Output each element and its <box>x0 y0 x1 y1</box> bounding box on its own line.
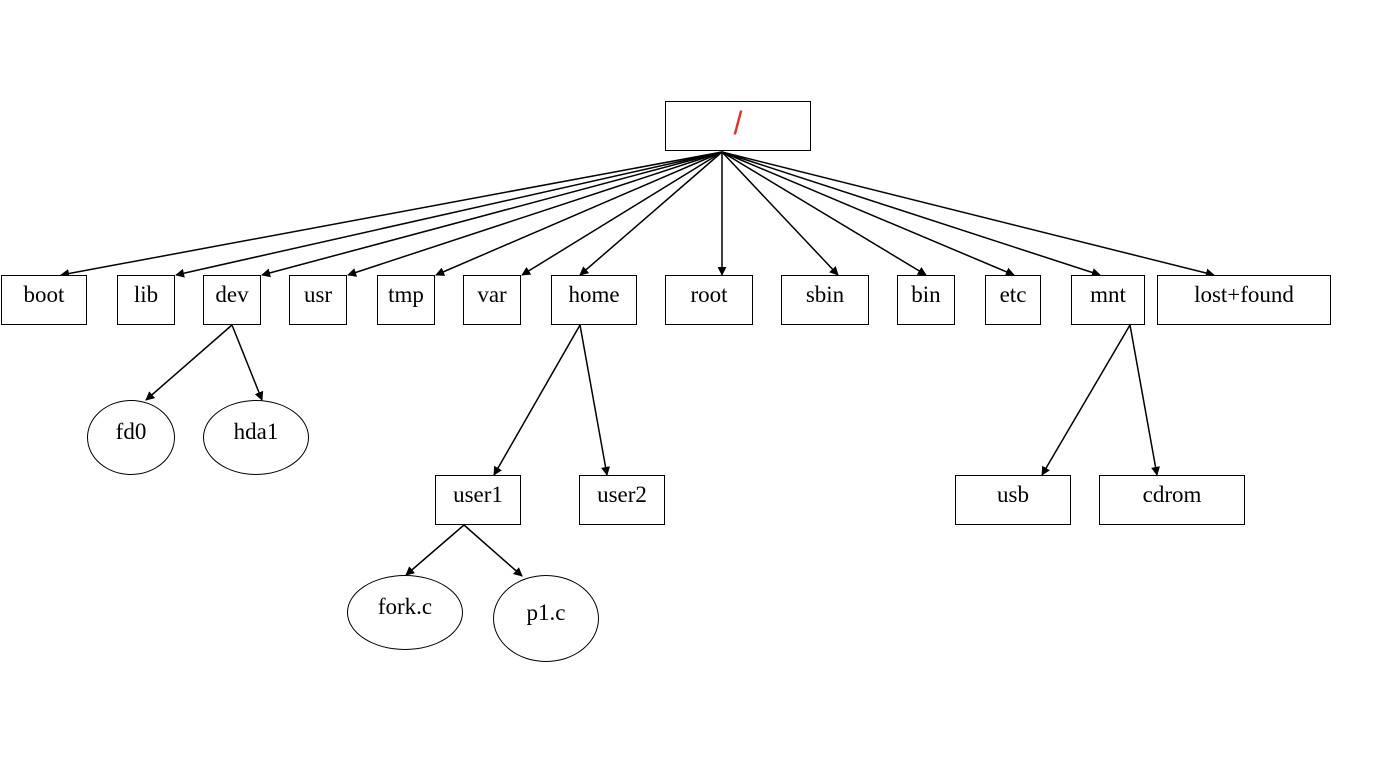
dir-label-var: var <box>477 282 507 307</box>
dir-label-bin: bin <box>911 282 941 307</box>
dir-label-lost-found: lost+found <box>1194 282 1294 307</box>
edge-user1-to-p1 <box>463 524 523 577</box>
dir-node-mnt: mnt <box>1071 275 1145 325</box>
dir-node-dev: dev <box>203 275 261 325</box>
edge-root-to-sbin <box>721 151 839 276</box>
dir-label-root: root <box>690 282 728 307</box>
dir-label-lib: lib <box>133 282 159 307</box>
edge-root-to-mnt <box>721 151 1101 277</box>
dir-node-root: root <box>665 275 753 325</box>
dir-node-user2: user2 <box>579 475 665 525</box>
dir-label-home: home <box>568 282 620 307</box>
dir-label-usr: usr <box>303 282 333 307</box>
edge-root-to-usr <box>347 151 723 277</box>
dir-label-user1: user1 <box>453 482 503 507</box>
edge-root-to-bin <box>721 151 927 276</box>
dir-node-var: var <box>463 275 521 325</box>
file-node-p1-c: p1.c <box>493 575 599 662</box>
file-label-fork-c: fork.c <box>377 594 433 619</box>
dir-label-usb: usb <box>997 482 1029 507</box>
dir-node-lib: lib <box>117 275 175 325</box>
file-label-p1-c: p1.c <box>526 600 566 625</box>
dir-node-bin: bin <box>897 275 955 325</box>
file-node-fd0: fd0 <box>87 400 175 475</box>
dir-label-boot: boot <box>23 282 65 307</box>
dir-label-mnt: mnt <box>1090 282 1126 307</box>
dir-label-cdrom: cdrom <box>1142 482 1202 507</box>
dir-node-lost-found: lost+found <box>1157 275 1331 325</box>
dir-node-sbin: sbin <box>781 275 869 325</box>
dir-node-usr: usr <box>289 275 347 325</box>
dir-node-usb: usb <box>955 475 1071 525</box>
edge-root-to-dev <box>261 151 723 278</box>
dir-label-etc: etc <box>999 282 1027 307</box>
edge-root-to-boot <box>60 151 723 278</box>
dir-label-tmp: tmp <box>388 282 424 307</box>
edge-root-to-tmp <box>435 151 723 276</box>
dir-node-tmp: tmp <box>377 275 435 325</box>
dir-label-dev: dev <box>215 282 249 307</box>
edge-root-to-var <box>521 151 723 276</box>
file-node-hda1: hda1 <box>203 400 309 475</box>
edge-home-to-user2 <box>579 324 610 476</box>
dir-node-boot: boot <box>1 275 87 325</box>
dir-node-etc: etc <box>985 275 1041 325</box>
dir-node-user1: user1 <box>435 475 521 525</box>
dir-label-user2: user2 <box>597 482 647 507</box>
root-directory-node: / <box>665 101 811 151</box>
edge-root-to-home <box>579 151 723 276</box>
file-label-hda1: hda1 <box>233 419 279 444</box>
dir-node-home: home <box>551 275 637 325</box>
edge-dev-to-hda1 <box>231 324 264 401</box>
file-node-fork-c: fork.c <box>347 575 463 650</box>
dir-node-cdrom: cdrom <box>1099 475 1245 525</box>
edge-root-to-etc <box>721 151 1015 277</box>
root-directory-label: / <box>733 105 743 141</box>
edge-home-to-user1 <box>493 324 581 476</box>
edge-mnt-to-cdrom <box>1129 324 1160 476</box>
edge-dev-to-fd0 <box>145 324 233 401</box>
edge-root-to-lost <box>721 151 1215 278</box>
edge-root-to-lib <box>175 151 723 278</box>
file-label-fd0: fd0 <box>115 419 147 444</box>
edge-mnt-to-usb <box>1041 324 1131 476</box>
dir-label-sbin: sbin <box>805 282 845 307</box>
edge-user1-to-fork <box>405 524 465 576</box>
